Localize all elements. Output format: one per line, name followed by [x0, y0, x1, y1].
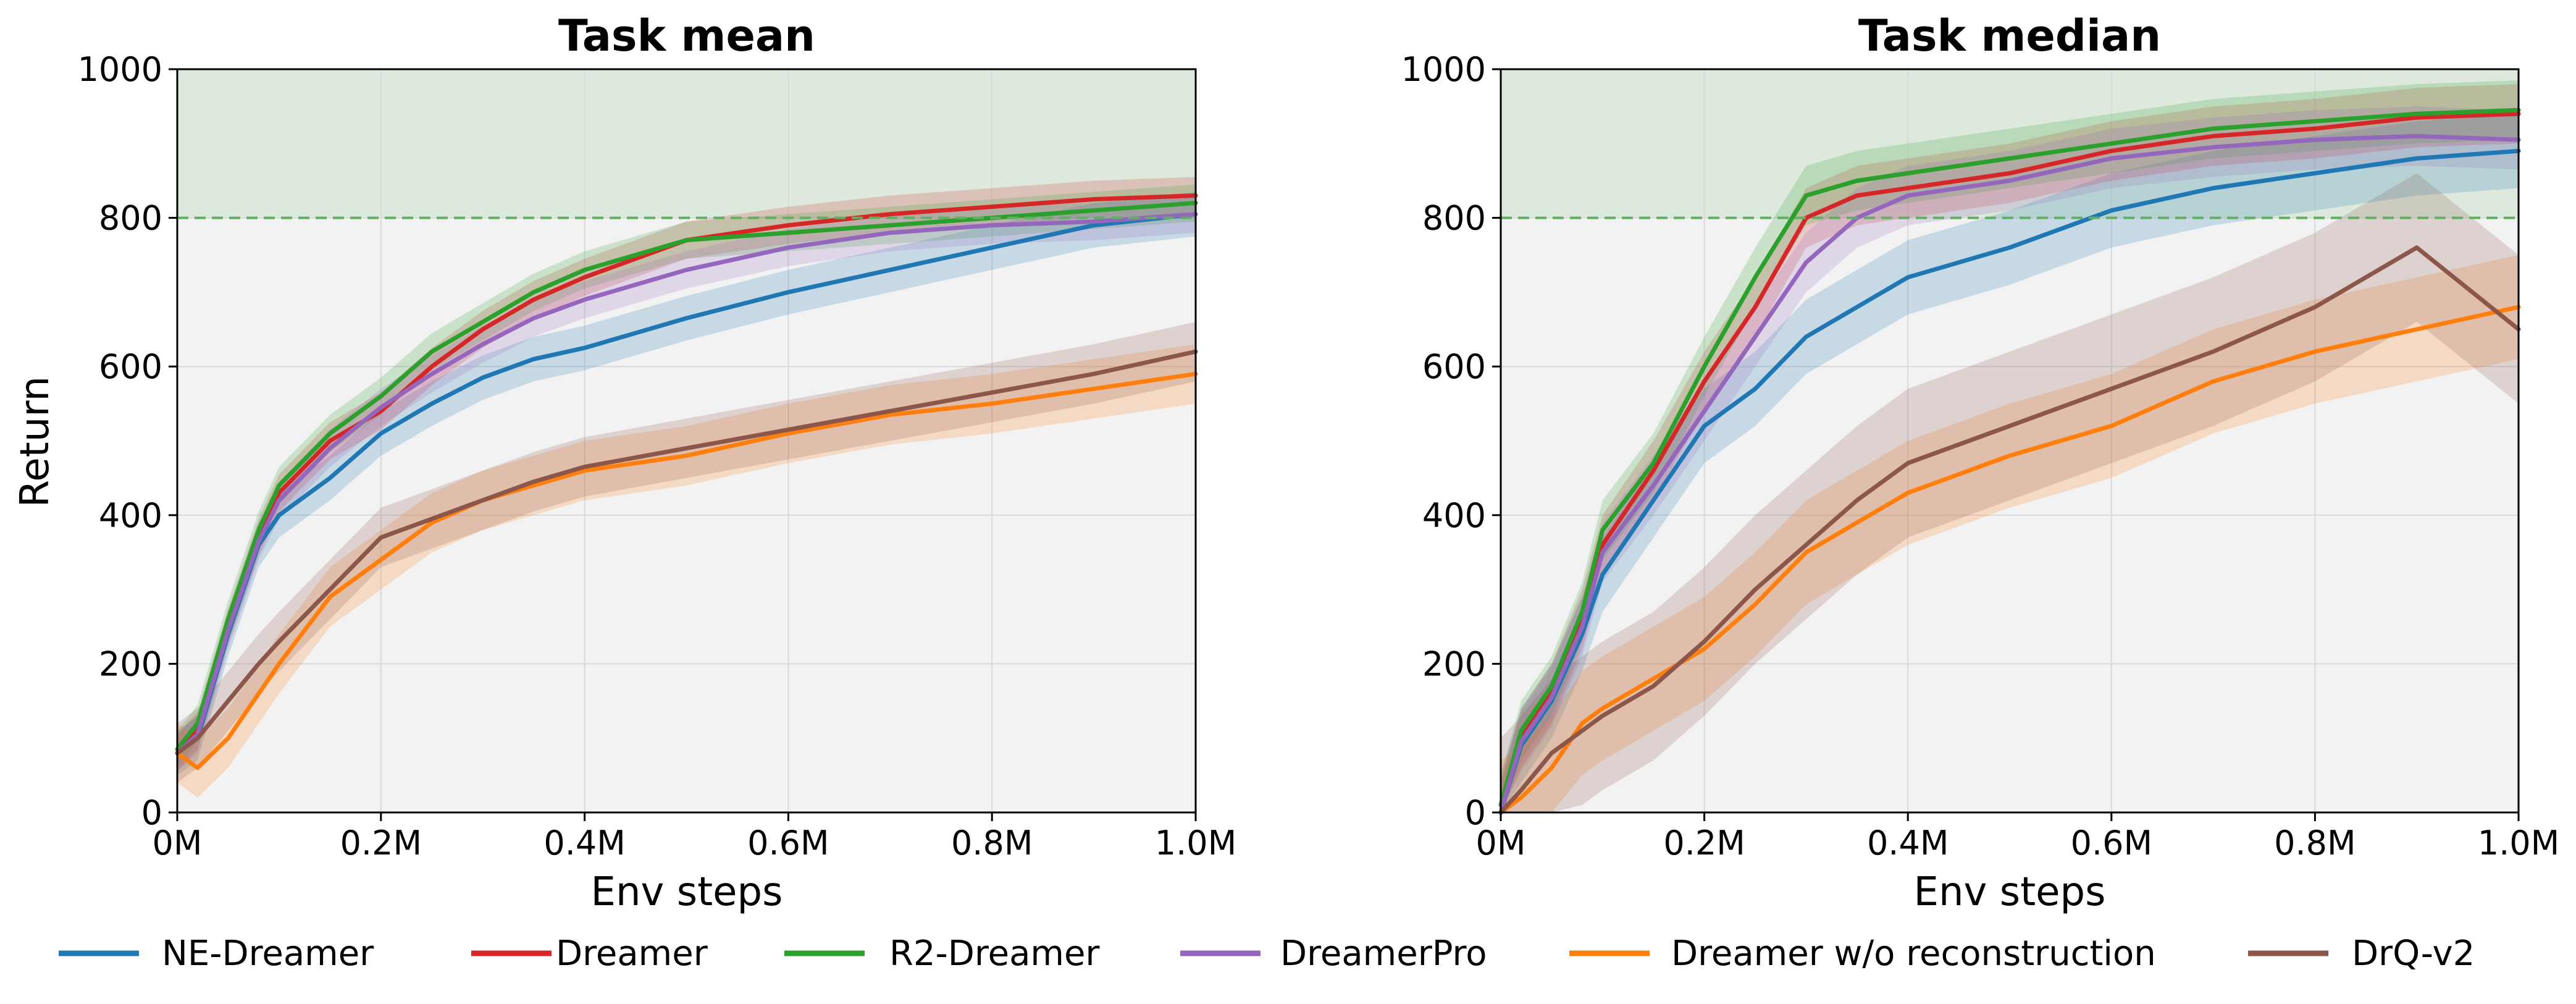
task-median-x-tick-label-1: 0.2M: [1663, 824, 1745, 863]
task-median-axes-frame: [1500, 68, 2520, 814]
task-median-x-tick-label-4: 0.8M: [2274, 824, 2356, 863]
task-mean-x-axis-label: Env steps: [591, 869, 783, 915]
task-mean-x-tick-label-5: 1.0M: [1155, 824, 1236, 863]
legend-label-dreamerpro: DreamerPro: [1280, 934, 1487, 974]
task-median-line-drq-v2: [1498, 245, 2521, 815]
task-median-x-tick-label-2: 0.4M: [1867, 824, 1949, 863]
task-mean-y-tick-label-2: 400: [99, 496, 162, 535]
legend-label-dreamer-wo-reconstruction: Dreamer w/o reconstruction: [1671, 934, 2156, 974]
task-mean-y-tick-label-3: 600: [99, 347, 162, 386]
task-median-y-tick-label-2: 400: [1422, 496, 1486, 535]
task-median-y-tick-label-5: 1000: [1401, 50, 1486, 89]
task-median-target-region: [1501, 69, 2519, 218]
task-median-y-tick-label-0: 0: [1465, 793, 1486, 832]
task-median-x-tick-label-5: 1.0M: [2478, 824, 2559, 863]
task-mean-y-axis-label: Return: [12, 376, 58, 507]
task-mean-panel: 0M 0.2M 0.4M 0.6M 0.8M 1.0M02004006008001000 …: [12, 11, 1236, 915]
task-median-line-dreamerpro: [1498, 133, 2521, 815]
task-mean-target-region: [177, 69, 1196, 218]
task-mean-line-drq-v2: [175, 349, 1198, 756]
task-median-line-r2-dreamer: [1498, 108, 2521, 808]
legend-label-drq-v2: DrQ-v2: [2352, 934, 2475, 974]
task-median-band-drq-v2: [1501, 173, 2519, 812]
task-mean-y-tick-label-1: 200: [99, 644, 162, 683]
task-mean-line-r2-dreamer: [175, 201, 1198, 752]
task-mean-x-tick-label-4: 0.8M: [951, 824, 1033, 863]
task-mean-x-tick-label-1: 0.2M: [340, 824, 422, 863]
task-mean-title: Task mean: [558, 11, 815, 61]
task-mean-y-tick-label-5: 1000: [78, 50, 162, 89]
task-mean-band-drq-v2: [177, 322, 1196, 783]
task-median-band-ne-dreamer: [1501, 114, 2519, 813]
task-median-y-tick-label-3: 600: [1422, 347, 1486, 386]
task-mean-x-tick-label-2: 0.4M: [543, 824, 625, 863]
task-median-band-dreamer-w-o-reconstruction: [1501, 255, 2519, 812]
task-median-y-tick-label-4: 800: [1422, 199, 1486, 238]
task-median-line-dreamer: [1498, 111, 2521, 815]
task-median-x-axis-label: Env steps: [1914, 869, 2106, 915]
task-mean-y-tick-label-0: 0: [141, 793, 162, 832]
task-mean-x-tick-label-0: 0M: [153, 824, 203, 863]
legend-label-ne-dreamer: NE-Dreamer: [162, 934, 374, 974]
task-mean-band-ne-dreamer: [177, 192, 1196, 775]
task-median-band-r2-dreamer: [1501, 80, 2519, 812]
task-mean-line-dreamerpro: [175, 212, 1198, 756]
task-mean-y-tick-label-4: 800: [99, 199, 162, 238]
task-median-x-tick-label-0: 0M: [1476, 824, 1526, 863]
task-median-line-ne-dreamer: [1498, 148, 2521, 815]
legend-label-dreamer: Dreamer: [556, 934, 708, 974]
task-median-panel: 0M 0.2M 0.4M 0.6M 0.8M 1.0M02004006008001000 …: [1401, 11, 2560, 915]
legend-label-r2-dreamer: R2-Dreamer: [889, 934, 1100, 974]
task-median-title: Task median: [1858, 11, 2161, 61]
task-median-y-tick-label-1: 200: [1422, 644, 1486, 683]
legend: NE-Dreamer Dreamer R2-Dreamer DreamerPro…: [59, 934, 2475, 974]
task-median-x-tick-label-3: 0.6M: [2071, 824, 2152, 863]
task-mean-x-tick-label-3: 0.6M: [747, 824, 829, 863]
task-mean-axes-frame: [176, 68, 1197, 814]
